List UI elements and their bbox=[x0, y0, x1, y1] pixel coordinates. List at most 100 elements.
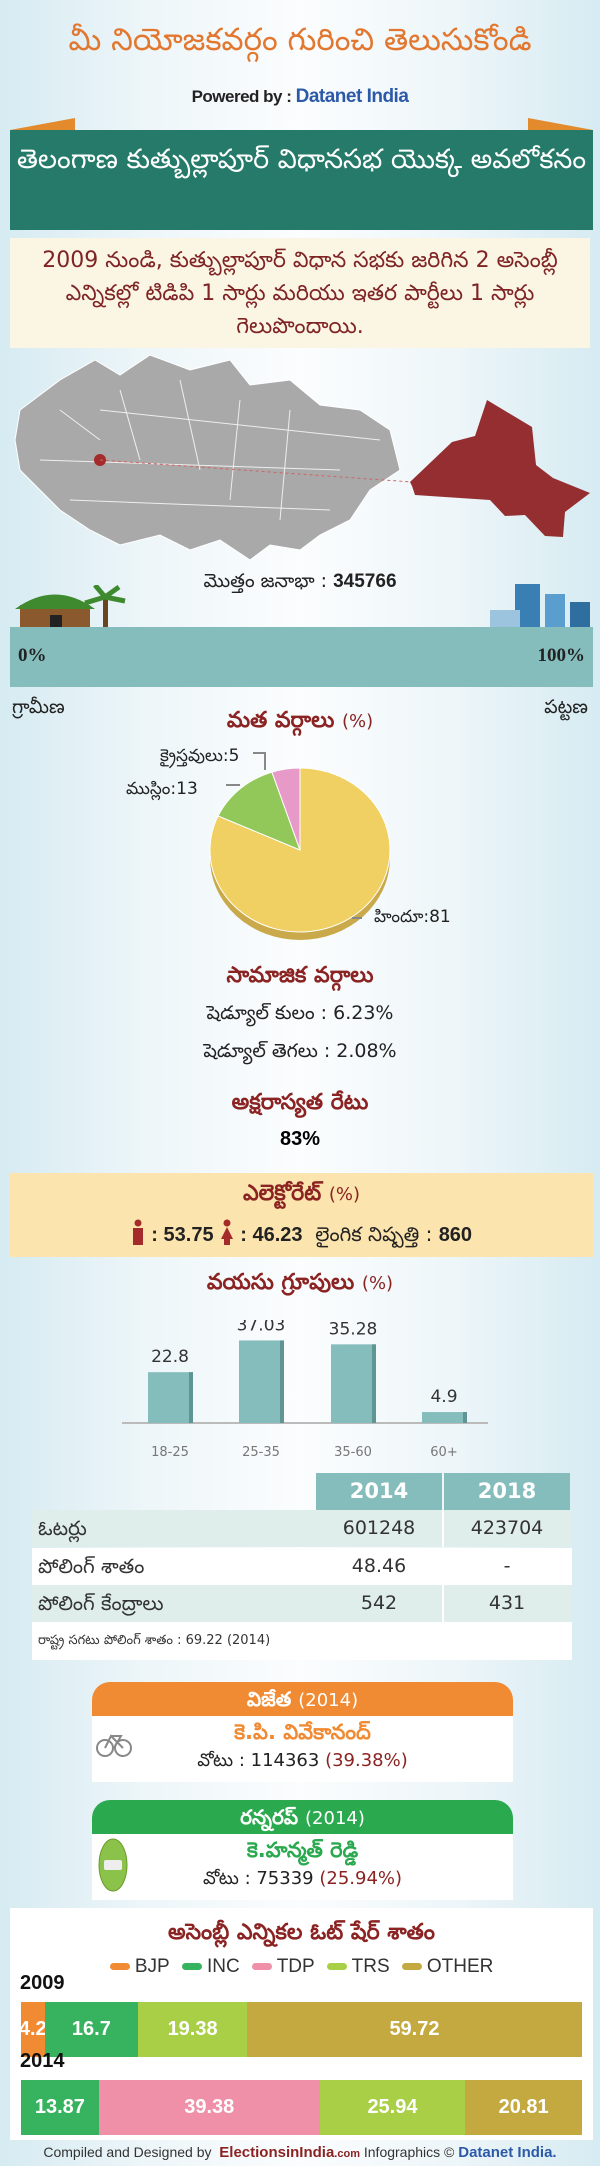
bar-edge bbox=[372, 1344, 376, 1423]
year-label: 2014 bbox=[20, 2050, 65, 2072]
legend-item-trs: TRS bbox=[326, 1956, 390, 1977]
vote-share-legend: BJP INC TDP TRS OTHER bbox=[10, 1956, 593, 1978]
electorate-box: ఎలెక్టోరేట్ (%) : 53.75 : 46.23 లైంగిక న… bbox=[10, 1173, 593, 1257]
row-label: ఓటర్లు bbox=[38, 1516, 87, 1540]
segment-inc-2009: 16.7 bbox=[44, 2002, 139, 2057]
winner-votes: వోటు : 114363 bbox=[197, 1750, 320, 1771]
table-row: పోలింగ్ శాతం 48.46 - bbox=[32, 1547, 572, 1585]
pie-slice-1 bbox=[217, 771, 301, 851]
row-label: పోలింగ్ కేంద్రాలు bbox=[38, 1591, 164, 1615]
legend-item-inc: INC bbox=[181, 1956, 240, 1977]
winner-name: కె.పి. వివేకానంద్ bbox=[234, 1720, 371, 1744]
runner-votes: వోటు : 75339 bbox=[202, 1868, 314, 1889]
segment-other-2009: 59.72 bbox=[246, 2002, 582, 2057]
bar-edge bbox=[280, 1340, 284, 1423]
religion-pie-chart bbox=[209, 752, 391, 940]
car-icon bbox=[98, 1838, 128, 1892]
category-label: 25-35 bbox=[242, 1445, 280, 1460]
constituency-shape bbox=[410, 400, 590, 537]
state-avg-note: రాష్ట్ర సగటు పోలింగ్ శాతం : 69.22 (2014) bbox=[32, 1622, 572, 1660]
legend-item-bjp: BJP bbox=[109, 1956, 170, 1977]
vote-share-panel: అసెంబ్లీ ఎన్నికల ఓట్ షేర్ శాతం BJP INC T… bbox=[10, 1908, 593, 2140]
city-buildings-icon bbox=[490, 584, 590, 627]
pie-slice-2 bbox=[271, 767, 301, 851]
runner-pct: (25.94%) bbox=[319, 1868, 403, 1889]
powered-by: Powered by : Datanet India bbox=[0, 86, 600, 108]
category-label: 35-60 bbox=[334, 1445, 372, 1460]
col-header-2014: 2014 bbox=[316, 1473, 442, 1510]
legend-item-other: OTHER bbox=[401, 1956, 493, 1977]
rural-label: గ్రామీణ bbox=[12, 696, 65, 718]
winner-card: కె.పి. వివేకానంద్ వోటు : 114363 (39.38%) bbox=[92, 1716, 513, 1782]
segment-bjp-2009: 4.2 bbox=[19, 2002, 47, 2057]
bar-edge bbox=[463, 1412, 467, 1423]
urban-rural-bar: 0% 100% bbox=[10, 627, 593, 687]
cell-2014: 601248 bbox=[342, 1517, 416, 1539]
urban-percent: 100% bbox=[537, 645, 586, 666]
runner-name: కె.హన్మత్ రెడ్డి bbox=[246, 1838, 359, 1862]
cell-2018: - bbox=[503, 1554, 511, 1577]
village-hut-icon bbox=[15, 585, 126, 627]
cell-2014: 542 bbox=[360, 1592, 398, 1614]
datanet-footer-logo: Datanet India. bbox=[458, 2144, 557, 2161]
pie-leader-line bbox=[253, 752, 266, 770]
table-row: పోలింగ్ కేంద్రాలు 542 431 bbox=[32, 1585, 572, 1622]
sex-ratio-label: లైంగిక నిష్పత్తి : bbox=[315, 1222, 433, 1246]
bar-edge bbox=[189, 1372, 193, 1423]
ribbon-fold-right bbox=[528, 118, 593, 130]
constituency-map bbox=[14, 354, 590, 561]
cell-2014: 48.46 bbox=[351, 1554, 407, 1577]
year-label: 2009 bbox=[20, 1972, 65, 1994]
age-bar-18-25 bbox=[148, 1372, 193, 1423]
winner-header: విజేత (2014) bbox=[92, 1682, 513, 1716]
male-icon bbox=[132, 1219, 143, 1245]
religion-title: మత వర్గాలు (%) bbox=[226, 708, 374, 733]
segment-trs-2014: 25.94 bbox=[319, 2080, 466, 2135]
female-share: : 46.23 bbox=[240, 1224, 303, 1246]
segment-tdp-2014: 39.38 bbox=[98, 2080, 320, 2135]
cell-2018: 431 bbox=[488, 1592, 526, 1614]
footer: Compiled and Designed by ElectionsinIndi… bbox=[43, 2144, 557, 2161]
literacy-value: 83% bbox=[279, 1128, 321, 1150]
sc-share: షెడ్యూల్ కులం : 6.23% bbox=[206, 1002, 394, 1024]
bar-value-label: 37.03 bbox=[237, 1320, 286, 1335]
row-label: పోలింగ్ శాతం bbox=[38, 1553, 145, 1578]
col-header-2018: 2018 bbox=[444, 1473, 570, 1510]
constituency-title: తెలంగాణ కుత్బుల్లాపూర్ విధానసభ యొక్క అవల… bbox=[10, 130, 593, 230]
datanet-logo: Datanet India bbox=[295, 86, 409, 107]
pie-label-muslim: ముస్లిం:13 bbox=[126, 779, 198, 799]
pie-label-christian: క్రైస్తవులు:5 bbox=[160, 746, 240, 766]
summary-box: 2009 నుండి, కుత్బుల్లాపూర్ విధాన సభకు జర… bbox=[10, 238, 590, 348]
cell-2018: 423704 bbox=[470, 1517, 544, 1539]
sex-ratio-value: 860 bbox=[438, 1224, 473, 1246]
table-row: ఓటర్లు 601248 423704 bbox=[32, 1510, 572, 1547]
category-label: 60+ bbox=[430, 1445, 457, 1460]
total-population: మొత్తం జనాభా : 345766 bbox=[203, 570, 397, 592]
winner-pct: (39.38%) bbox=[325, 1750, 408, 1771]
segment-other-2014: 20.81 bbox=[465, 2080, 582, 2135]
st-share: షెడ్యూల్ తెగలు : 2.08% bbox=[203, 1040, 397, 1062]
ribbon-fold-left bbox=[10, 118, 75, 130]
electorate-title: ఎలెక్టోరేట్ (%) bbox=[242, 1181, 361, 1206]
bicycle-icon bbox=[96, 1734, 132, 1757]
urban-label: పట్టణ bbox=[544, 696, 588, 718]
bar-value-label: 22.8 bbox=[151, 1347, 189, 1367]
runner-header: రన్నరప్ (2014) bbox=[92, 1800, 513, 1834]
electionsinindia-logo: ElectionsinIndia.com bbox=[219, 2144, 360, 2161]
age-bar-chart: 22.8 18-25 37.03 25-35 35.28 35-60 4.9 60+ bbox=[122, 1320, 488, 1460]
female-icon bbox=[220, 1219, 233, 1245]
runner-card: కె.హన్మత్ రెడ్డి వోటు : 75339 (25.94%) bbox=[92, 1834, 513, 1900]
male-share: : 53.75 bbox=[151, 1224, 214, 1246]
age-bar-60+ bbox=[422, 1412, 467, 1423]
powered-by-label: Powered by : bbox=[191, 87, 292, 106]
population-value: 345766 bbox=[333, 571, 397, 592]
age-title: వయసు గ్రూపులు (%) bbox=[206, 1270, 394, 1295]
rural-percent: 0% bbox=[18, 645, 47, 666]
category-label: 18-25 bbox=[151, 1445, 189, 1460]
state-map bbox=[14, 354, 401, 561]
literacy-title: అక్షరాస్యత రేటు bbox=[231, 1090, 369, 1115]
vote-share-title: అసెంబ్లీ ఎన్నికల ఓట్ షేర్ శాతం bbox=[168, 1920, 435, 1945]
bar-value-label: 4.9 bbox=[430, 1387, 457, 1407]
bar-value-label: 35.28 bbox=[329, 1320, 378, 1339]
legend-item-tdp: TDP bbox=[251, 1956, 315, 1977]
